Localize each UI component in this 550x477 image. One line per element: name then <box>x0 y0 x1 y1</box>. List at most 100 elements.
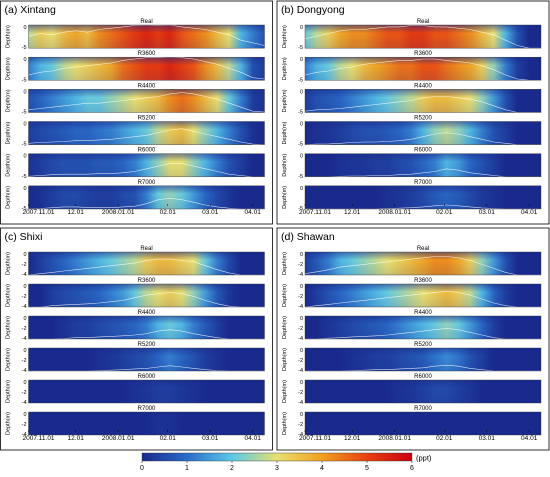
colorbar-tick-label: 2 <box>230 465 234 472</box>
y-tick-label: -5 <box>22 206 27 212</box>
y-tick-label: 0 <box>300 380 303 386</box>
contour-line <box>28 92 265 113</box>
subplot-frame <box>304 89 542 113</box>
y-tick-label: -5 <box>22 110 27 116</box>
depth-shading <box>28 57 265 81</box>
contour-line <box>28 258 265 276</box>
subplot-frame <box>28 379 265 404</box>
x-tick-label: 04.01 <box>245 209 262 216</box>
y-tick-label: -2 <box>22 422 27 428</box>
x-tick-label: 04.01 <box>521 435 538 442</box>
y-tick-label: -5 <box>298 45 303 51</box>
y-tick-label: 0 <box>300 252 303 258</box>
y-axis-label: Depth(m) <box>6 154 12 177</box>
subplot-r6000: R6000 0 -5 Depth(m) <box>282 148 542 180</box>
subplot-title: Real <box>140 19 152 25</box>
subplot-real: Real 0 -5 Depth(m) <box>6 19 265 51</box>
subplot-r5200: R5200 0 -2 -4 Depth(m) <box>282 342 542 374</box>
y-axis-label: Depth(m) <box>6 121 12 144</box>
y-tick-label: -4 <box>22 432 27 438</box>
y-tick-label: -2 <box>298 358 303 364</box>
depth-shading <box>305 348 541 371</box>
y-tick-label: -2 <box>22 294 27 300</box>
y-tick-label: -2 <box>22 262 27 268</box>
panel-c: (c) Shixi Real 0 -2 -4 Depth(m) R3600 0 -2 -4 Dept… <box>0 227 273 451</box>
contour-line <box>305 168 541 178</box>
y-axis-label: Depth(m) <box>282 380 288 403</box>
panel-frame <box>0 227 273 451</box>
depth-shading <box>305 89 541 113</box>
depth-shading <box>305 284 541 307</box>
y-axis-label: Depth(m) <box>282 57 288 80</box>
subplot-r3600: R3600 0 -2 -4 Depth(m) <box>282 278 542 310</box>
y-axis-label: Depth(m) <box>6 57 12 80</box>
panel-title: (d) Shawan <box>281 231 335 243</box>
subplot-frame <box>304 411 542 436</box>
contour-line <box>28 56 265 80</box>
y-tick-label: -2 <box>22 326 27 332</box>
subplot-r7000: R7000 0 -5 Depth(m) <box>6 180 265 212</box>
x-tick-label: 03.01 <box>479 435 496 442</box>
y-axis-label: Depth(m) <box>282 348 288 371</box>
y-tick-label: -5 <box>22 174 27 180</box>
x-tick-label: 2007.11.01 <box>23 209 55 216</box>
panel-title: (c) Shixi <box>5 231 43 243</box>
x-tick-label: 12.01 <box>344 435 361 442</box>
y-axis-label: Depth(m) <box>6 25 12 48</box>
subplot-title: R4400 <box>138 310 156 316</box>
subplot-r7000: R7000 0 -2 -4 Depth(m) <box>6 406 265 438</box>
y-tick-label: -2 <box>298 326 303 332</box>
y-tick-label: -5 <box>298 174 303 180</box>
subplot-title: R5200 <box>414 116 432 122</box>
contour-line <box>28 197 265 210</box>
subplot-real: Real 0 -2 -4 Depth(m) <box>6 246 265 278</box>
y-tick-label: -4 <box>298 400 303 406</box>
subplot-frame <box>28 315 265 340</box>
subplot-r4400: R4400 0 -2 -4 Depth(m) <box>282 310 542 342</box>
colorbar-tick-label: 4 <box>320 465 324 472</box>
contour-line <box>305 328 541 340</box>
y-tick-label: -2 <box>298 390 303 396</box>
subplot-frame <box>304 251 542 276</box>
depth-shading <box>28 185 265 209</box>
y-axis-label: Depth(m) <box>282 412 288 435</box>
contour-line <box>28 128 265 145</box>
panel-a: (a) Xintang Real 0 -5 Depth(m) R3600 0 -5 Depth(… <box>0 0 273 225</box>
y-axis-label: Depth(m) <box>282 316 288 339</box>
y-tick-label: -5 <box>22 45 27 51</box>
depth-shading <box>28 284 265 307</box>
x-tick-label: 2007.11.01 <box>299 209 331 216</box>
subplot-title: R6000 <box>414 374 432 380</box>
x-tick-label: 02.01 <box>160 435 177 442</box>
y-tick-label: -4 <box>22 400 27 406</box>
colorbar-tick-label: 1 <box>185 465 189 472</box>
subplot-title: R6000 <box>414 148 432 154</box>
x-tick-label: 02.01 <box>436 209 453 216</box>
y-tick-label: -4 <box>22 336 27 342</box>
contour-line <box>304 132 541 145</box>
y-tick-label: 0 <box>23 186 26 192</box>
y-axis-label: Depth(m) <box>6 89 12 112</box>
x-tick-label: 03.01 <box>202 209 219 216</box>
subplot-frame <box>304 379 542 404</box>
contour-line <box>28 292 265 308</box>
x-tick-label: 12.01 <box>344 209 361 216</box>
colorbar-tick-label: 6 <box>410 465 414 472</box>
y-tick-label: -4 <box>298 432 303 438</box>
subplot-r6000: R6000 0 -2 -4 Depth(m) <box>282 374 542 406</box>
y-tick-label: -4 <box>298 304 303 310</box>
colorbar-unit: (ppt) <box>416 454 432 463</box>
y-tick-label: -4 <box>22 272 27 278</box>
y-tick-label: -2 <box>22 390 27 396</box>
y-tick-label: -4 <box>22 304 27 310</box>
y-tick-label: 0 <box>300 284 303 290</box>
y-axis-label: Depth(m) <box>282 252 288 275</box>
y-axis-label: Depth(m) <box>282 186 288 209</box>
subplot-title: R6000 <box>138 374 156 380</box>
depth-shading <box>28 316 265 339</box>
subplot-title: R5200 <box>414 342 432 348</box>
subplot-title: R3600 <box>138 51 156 57</box>
y-tick-label: -4 <box>298 336 303 342</box>
y-tick-label: 0 <box>23 412 26 418</box>
subplot-title: R3600 <box>138 278 156 284</box>
